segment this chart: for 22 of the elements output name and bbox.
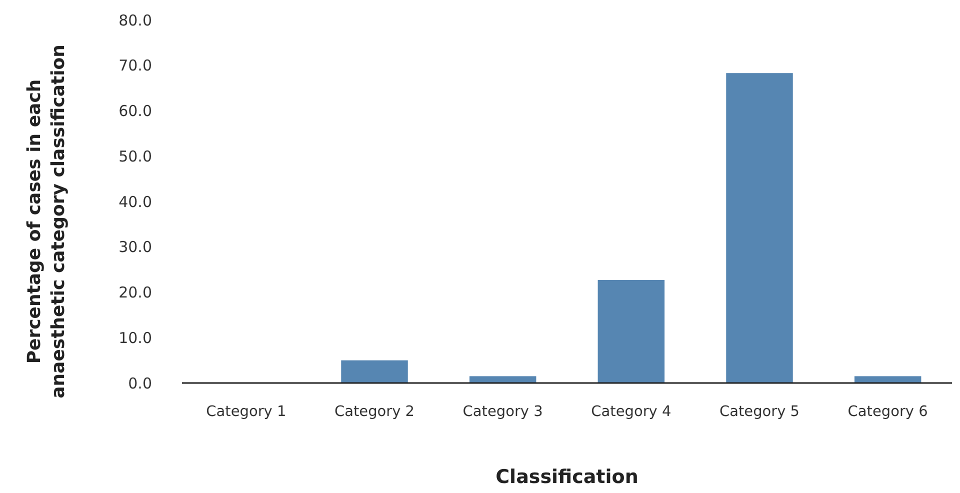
x-tick-label: Category 3 (462, 404, 543, 420)
x-tick-label: Category 5 (719, 404, 800, 420)
y-tick-label: 40.0 (118, 192, 152, 211)
y-axis-title: Percentage of cases in each anaesthetic category classification (24, 44, 69, 398)
y-tick-label: 0.0 (128, 374, 152, 392)
bar (341, 360, 408, 383)
y-tick-label: 50.0 (118, 147, 152, 166)
y-tick-label: 80.0 (118, 11, 152, 30)
y-tick-label: 30.0 (118, 238, 152, 256)
x-tick-label: Category 2 (334, 404, 415, 420)
y-tick-label: 20.0 (118, 284, 152, 302)
x-tick-label: Category 1 (206, 404, 286, 420)
bar (469, 376, 536, 383)
x-axis-title: Classification (496, 466, 638, 488)
bar (726, 73, 793, 383)
x-tick-label: Category 4 (591, 404, 672, 420)
y-tick-label: 10.0 (118, 328, 152, 347)
bar (854, 376, 922, 383)
x-tick-label: Category 6 (848, 404, 928, 420)
y-tick-label: 60.0 (118, 102, 152, 120)
y-tick-label: 70.0 (118, 56, 152, 75)
bar (598, 280, 665, 383)
